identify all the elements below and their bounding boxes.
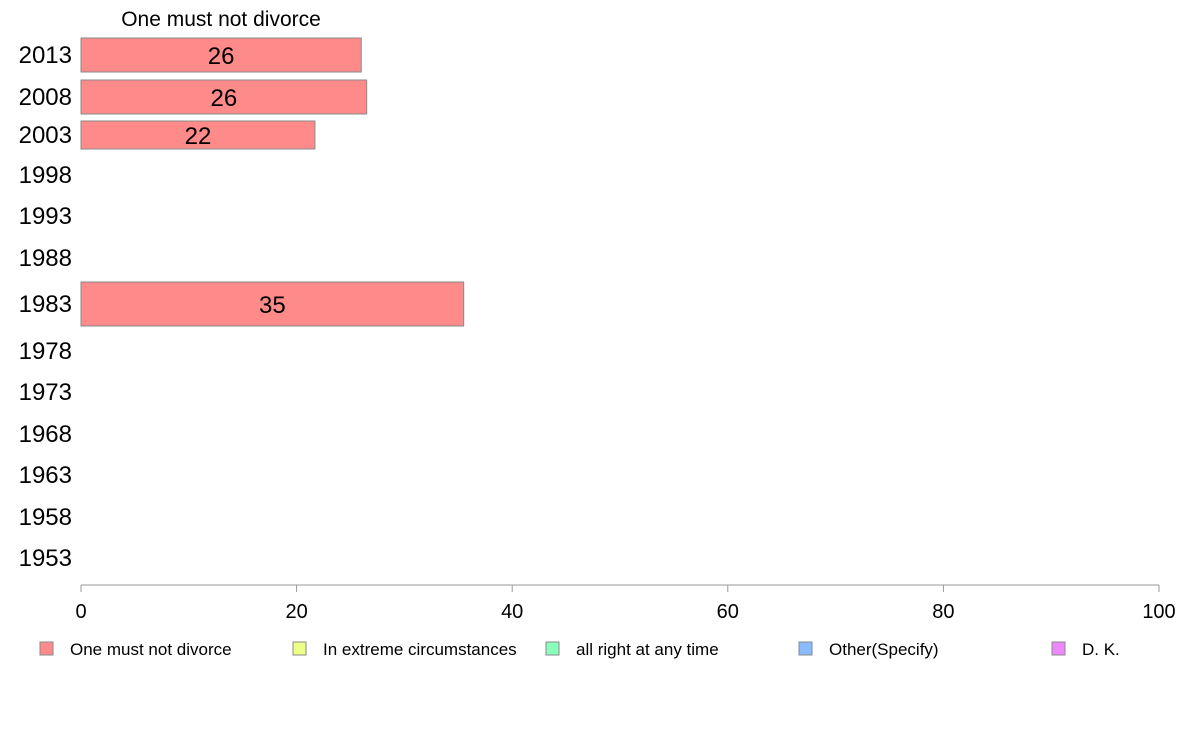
year-label-1978: 1978 [19, 338, 72, 365]
year-label-1998: 1998 [19, 162, 72, 189]
legend-label-2: all right at any time [576, 640, 719, 659]
legend-swatch-0 [39, 641, 54, 656]
x-tick-label-0: 0 [75, 601, 86, 623]
legend-swatch-2 [545, 641, 560, 656]
year-labels: 2013 2008 2003 1998 1993 1988 1983 1978 1973 1968… [19, 42, 72, 572]
year-label-1958: 1958 [19, 504, 72, 531]
year-label-2003: 2003 [19, 122, 72, 149]
year-label-2013: 2013 [19, 42, 72, 69]
legend-swatch-4 [1051, 641, 1066, 656]
bar-2013 [80, 37, 362, 73]
legend-swatch-1 [292, 641, 307, 656]
legend-label-1: In extreme circumstances [323, 640, 517, 659]
x-tick-label-20: 20 [285, 601, 307, 623]
year-label-1963: 1963 [19, 462, 72, 489]
bar-value-label-2008: 26 [210, 85, 237, 112]
bar-2003 [80, 120, 316, 150]
bar-2008 [80, 79, 368, 115]
year-label-1973: 1973 [19, 379, 72, 406]
year-label-1988: 1988 [19, 245, 72, 272]
year-label-2008: 2008 [19, 84, 72, 111]
year-label-1993: 1993 [19, 203, 72, 230]
bar-value-label-2003: 22 [185, 123, 212, 150]
legend-label-3: Other(Specify) [829, 640, 939, 659]
legend: One must not divorce In extreme circumsta… [39, 640, 1120, 659]
legend-swatch-3 [798, 641, 813, 656]
x-tick-label-80: 80 [932, 601, 954, 623]
legend-label-0: One must not divorce [70, 640, 232, 659]
bar-value-label-1983: 35 [259, 292, 286, 319]
bar-value-label-2013: 26 [208, 43, 235, 70]
bar-1983 [80, 281, 465, 327]
series-title: One must not divorce [121, 8, 321, 31]
x-tick-label-40: 40 [501, 601, 523, 623]
x-tick-label-60: 60 [717, 601, 739, 623]
x-tick-label-100: 100 [1142, 601, 1175, 623]
x-axis: 0 20 40 60 80 100 [75, 584, 1176, 623]
year-label-1953: 1953 [19, 545, 72, 572]
year-label-1968: 1968 [19, 421, 72, 448]
legend-label-4: D. K. [1082, 640, 1120, 659]
bars: 26 26 22 35 [80, 37, 465, 327]
year-label-1983: 1983 [19, 291, 72, 318]
